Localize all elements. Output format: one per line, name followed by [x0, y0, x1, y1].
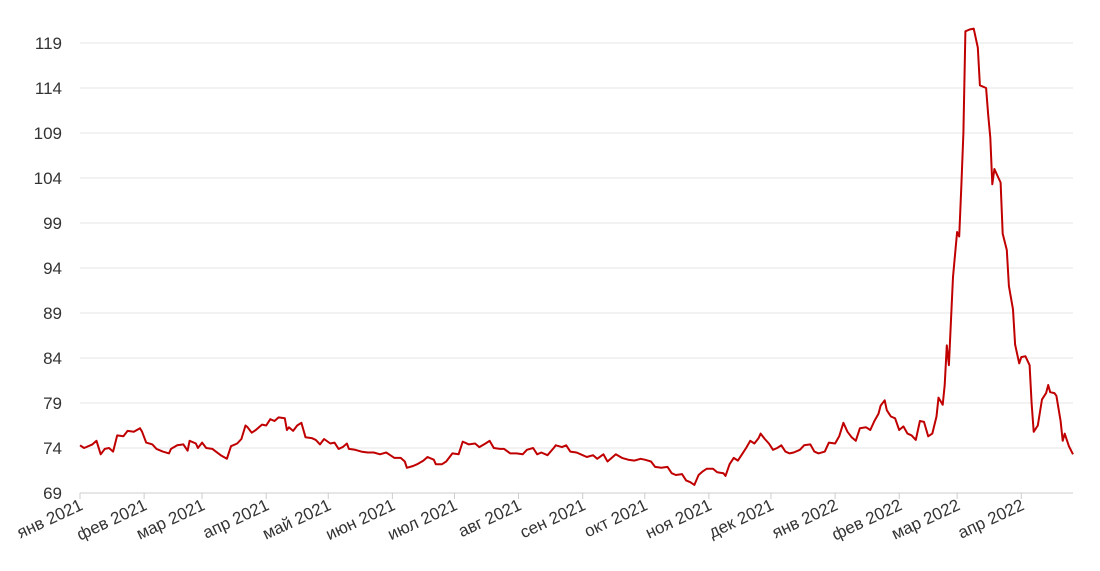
y-tick-label: 99	[43, 214, 62, 233]
y-tick-label: 104	[34, 169, 62, 188]
x-tick-label: апр 2022	[955, 495, 1027, 542]
y-tick-label: 84	[43, 349, 62, 368]
y-tick-label: 94	[43, 259, 62, 278]
x-tick-label: авг 2021	[455, 495, 524, 541]
x-tick-label: июн 2021	[323, 495, 398, 544]
y-tick-label: 89	[43, 304, 62, 323]
x-tick-label: янв 2022	[769, 495, 841, 542]
y-tick-label: 69	[43, 484, 62, 503]
y-tick-label: 109	[34, 124, 62, 143]
line	[79, 27, 1074, 486]
x-tick-label: июл 2021	[385, 495, 460, 544]
y-tick-label: 74	[43, 439, 62, 458]
x-tick-label: апр 2021	[200, 495, 272, 542]
x-tick-label: ноя 2021	[643, 495, 715, 542]
x-tick-label: дек 2021	[706, 495, 777, 542]
x-tick-label: сен 2021	[517, 495, 588, 542]
y-tick-label: 114	[35, 79, 62, 98]
y-tick-label: 79	[43, 394, 62, 413]
y-tick-label: 119	[35, 34, 62, 53]
x-tick-label: май 2021	[260, 495, 334, 543]
x-tick-label: окт 2021	[581, 495, 650, 541]
